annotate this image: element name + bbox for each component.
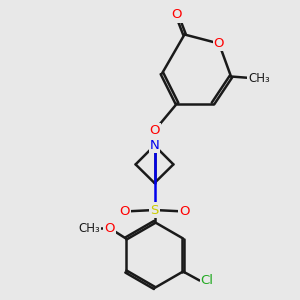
Text: O: O <box>149 124 160 137</box>
Text: Cl: Cl <box>201 274 214 287</box>
Text: N: N <box>150 139 159 152</box>
Text: O: O <box>119 205 130 218</box>
Text: O: O <box>179 205 190 218</box>
Text: CH₃: CH₃ <box>78 221 100 235</box>
Text: O: O <box>214 37 224 50</box>
Text: O: O <box>104 221 115 235</box>
Text: O: O <box>172 8 182 22</box>
Text: CH₃: CH₃ <box>248 71 270 85</box>
Text: S: S <box>150 203 159 217</box>
